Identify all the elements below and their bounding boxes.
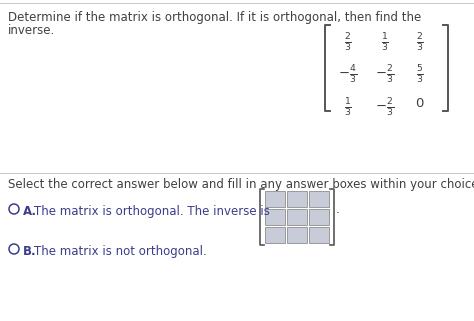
FancyBboxPatch shape	[309, 209, 329, 225]
Text: B.: B.	[23, 245, 36, 258]
Text: $\frac{2}{3}$: $\frac{2}{3}$	[344, 32, 352, 54]
Text: $\frac{5}{3}$: $\frac{5}{3}$	[416, 64, 424, 86]
Text: Determine if the matrix is orthogonal. If it is orthogonal, then find the: Determine if the matrix is orthogonal. I…	[8, 11, 421, 24]
Text: The matrix is not orthogonal.: The matrix is not orthogonal.	[34, 245, 207, 258]
Text: The matrix is orthogonal. The inverse is: The matrix is orthogonal. The inverse is	[34, 205, 270, 218]
FancyBboxPatch shape	[309, 227, 329, 243]
Text: Select the correct answer below and fill in any answer boxes within your choice.: Select the correct answer below and fill…	[8, 178, 474, 191]
Text: $-\frac{2}{3}$: $-\frac{2}{3}$	[375, 97, 394, 119]
FancyBboxPatch shape	[265, 191, 285, 207]
Text: .: .	[336, 203, 340, 216]
FancyBboxPatch shape	[265, 227, 285, 243]
Text: $-\frac{4}{3}$: $-\frac{4}{3}$	[338, 64, 357, 86]
Text: $\frac{2}{3}$: $\frac{2}{3}$	[416, 32, 424, 54]
FancyBboxPatch shape	[287, 227, 307, 243]
FancyBboxPatch shape	[287, 209, 307, 225]
Text: A.: A.	[23, 205, 37, 218]
Text: $\frac{1}{3}$: $\frac{1}{3}$	[381, 32, 389, 54]
Text: $\frac{1}{3}$: $\frac{1}{3}$	[344, 97, 352, 119]
Text: inverse.: inverse.	[8, 24, 55, 37]
FancyBboxPatch shape	[287, 191, 307, 207]
FancyBboxPatch shape	[265, 209, 285, 225]
FancyBboxPatch shape	[309, 191, 329, 207]
Text: $-\frac{2}{3}$: $-\frac{2}{3}$	[375, 64, 394, 86]
Text: $0$: $0$	[415, 97, 425, 110]
